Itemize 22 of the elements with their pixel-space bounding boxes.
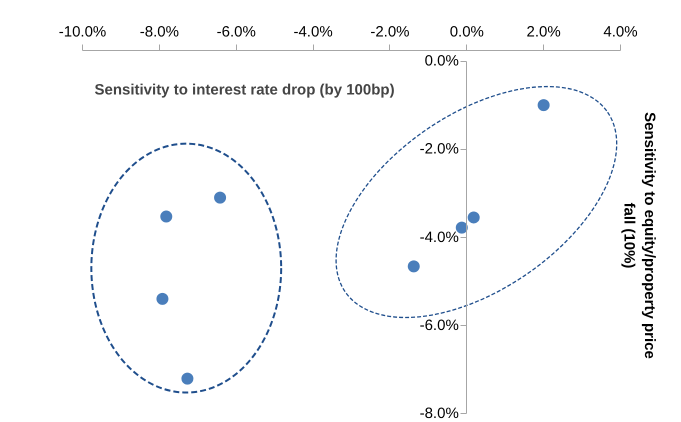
y-tick-label: -6.0%	[420, 316, 459, 334]
point	[213, 190, 228, 205]
x-axis-title: Sensitivity to interest rate drop (by 100bp)	[94, 82, 395, 98]
point	[180, 372, 194, 386]
x-tick-label: -2.0%	[370, 24, 410, 40]
y-tick-label: -4.0%	[420, 228, 459, 246]
x-tick-label: -4.0%	[293, 24, 333, 40]
y-tick-label: -2.0%	[420, 140, 459, 158]
x-tick-label: -8.0%	[140, 24, 179, 40]
y-tick-label: -8.0%	[420, 404, 459, 422]
y-tick-label: 0.0%	[424, 52, 459, 70]
point	[466, 210, 481, 224]
point	[406, 259, 421, 274]
y-axis-title: Sensitivity to equity/property price fall (10%)	[620, 112, 658, 359]
point	[536, 98, 551, 112]
point	[159, 210, 174, 224]
x-tick-label: -10.0%	[58, 24, 106, 40]
point	[155, 292, 170, 306]
x-tick-label: -6.0%	[216, 24, 256, 40]
x-tick-label: 0.0%	[450, 24, 484, 40]
x-tick-label: 2.0%	[526, 24, 561, 40]
x-tick-label: 4.0%	[603, 24, 638, 40]
